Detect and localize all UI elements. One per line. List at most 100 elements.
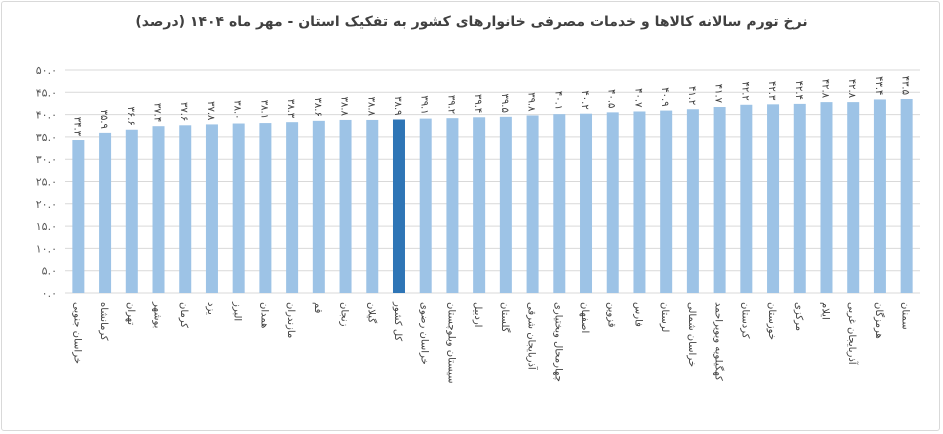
x-tick-label: گلستان <box>499 302 511 333</box>
data-label: ۳۸.۶ <box>312 98 323 117</box>
y-tick-label: ۳۰.۰ <box>36 153 57 166</box>
x-tick-label: کرمان <box>178 302 189 328</box>
x-tick-label: مازندران <box>285 302 296 338</box>
x-tick-label: خراسان شمالی <box>686 302 697 367</box>
data-label: ۳۸.۱ <box>258 100 269 119</box>
bar <box>499 116 512 293</box>
x-tick-label: خراسان جنوبی <box>71 302 82 364</box>
bar <box>873 99 886 293</box>
data-label: ۴۰.۵ <box>606 89 617 108</box>
bar <box>740 104 753 294</box>
data-label: ۳۸.۳ <box>285 99 296 119</box>
data-label: ۴۲.۴ <box>793 81 804 100</box>
x-tick-label: کهگیلویه وبویراحمد <box>713 302 725 381</box>
bar <box>99 132 112 293</box>
x-tick-label: خراسان رضوی <box>419 302 430 365</box>
bar <box>366 119 379 294</box>
bar <box>205 124 218 293</box>
x-tick-label: قم <box>312 302 323 314</box>
y-tick-label: ۳۵.۰ <box>36 131 57 144</box>
data-label: ۳۹.۸ <box>526 92 537 112</box>
data-label: ۳۷.۸ <box>205 101 216 121</box>
bar <box>125 129 138 293</box>
y-tick-label: ۱۵.۰ <box>36 220 57 233</box>
x-tick-label: کردستان <box>739 302 750 339</box>
bar <box>259 123 272 293</box>
bar <box>446 118 459 293</box>
data-label: ۴۲.۳ <box>766 81 777 101</box>
x-tick-label: قزوین <box>606 302 617 328</box>
x-tick-label: اصفهان <box>579 302 590 333</box>
x-tick-label: همدان <box>258 302 269 328</box>
x-tick-label: بوشهر <box>152 301 163 328</box>
y-tick-label: ۲۵.۰ <box>36 176 57 189</box>
data-label: ۴۰.۱ <box>552 91 563 110</box>
data-label: ۴۳.۵ <box>900 76 911 95</box>
data-label: ۳۸.۹ <box>392 96 403 115</box>
data-label: ۴۱.۷ <box>713 84 724 104</box>
x-tick-label: چهارمحال وبختیاری <box>552 302 563 382</box>
data-label: ۴۲.۸ <box>846 79 857 99</box>
x-tick-label: ایلام <box>819 302 830 320</box>
x-tick-label: کرمانشاه <box>98 302 109 341</box>
bar <box>686 109 699 293</box>
data-label: ۴۳.۴ <box>873 76 884 95</box>
x-tick-label: فارس <box>632 302 643 327</box>
bar <box>793 103 806 294</box>
bar <box>419 118 432 293</box>
data-label: ۴۲.۸ <box>819 79 830 99</box>
data-label: ۳۹.۴ <box>472 94 483 113</box>
x-tick-label: سمنان <box>900 302 911 330</box>
data-label: ۳۹.۲ <box>445 95 456 114</box>
x-tick-label: هرمزگان <box>873 302 885 339</box>
data-label: ۳۴.۳ <box>71 117 82 137</box>
y-tick-label: ۴۰.۰ <box>36 109 57 122</box>
x-tick-label: سیستان وبلوچستان <box>445 302 456 384</box>
bar <box>473 117 486 293</box>
bar <box>339 119 352 294</box>
y-tick-label: ۴۵.۰ <box>36 86 57 99</box>
data-label: ۳۷.۶ <box>178 102 189 121</box>
data-label: ۳۹.۱ <box>419 95 430 114</box>
bar <box>767 104 780 293</box>
x-tick-label: خوزستان <box>766 302 777 340</box>
data-label: ۳۸.۸ <box>365 97 376 117</box>
data-label: ۳۵.۹ <box>98 110 109 129</box>
data-label: ۳۸.۰ <box>232 100 243 119</box>
x-tick-label: آذربایجان غربی <box>846 302 859 366</box>
y-tick-label: ۱۰.۰ <box>36 242 57 255</box>
data-label: ۴۱.۲ <box>686 86 697 105</box>
x-tick-label: زنجان <box>339 302 350 327</box>
x-tick-label: کل کشور <box>392 301 403 341</box>
data-label: ۳۷.۴ <box>152 103 163 122</box>
data-label: ۴۰.۲ <box>579 90 590 109</box>
bar <box>526 115 539 293</box>
x-tick-label: البرز <box>232 301 243 321</box>
bar <box>660 110 673 293</box>
bar <box>312 120 325 294</box>
bar <box>713 107 726 293</box>
bar <box>553 114 566 294</box>
data-label: ۴۲.۲ <box>739 81 750 100</box>
bar <box>900 98 913 294</box>
y-tick-label: ۵.۰ <box>42 265 57 278</box>
x-tick-label: لرستان <box>659 302 670 332</box>
chart-title: نرخ تورم سالانه کالاها و خدمات مصرفی خان… <box>135 14 808 30</box>
data-label: ۴۰.۷ <box>632 88 643 108</box>
bar <box>286 122 299 293</box>
data-label: ۴۰.۹ <box>659 87 670 106</box>
data-label: ۳۶.۶ <box>125 106 136 125</box>
data-label: ۳۹.۵ <box>499 94 510 113</box>
x-tick-label: یزد <box>205 302 216 315</box>
data-label: ۳۸.۸ <box>339 97 350 117</box>
bar <box>820 102 833 293</box>
x-tick-label: تهران <box>125 302 136 325</box>
x-tick-label: آذربایجان شرقی <box>526 302 539 371</box>
bar <box>392 119 405 293</box>
bar <box>633 111 646 293</box>
y-tick-label: ۰.۰ <box>42 287 57 300</box>
bar <box>606 112 619 294</box>
bar <box>232 123 245 294</box>
